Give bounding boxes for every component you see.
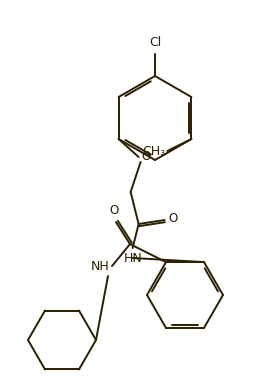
Text: O: O <box>109 204 119 217</box>
Text: O: O <box>142 151 151 163</box>
Text: HN: HN <box>123 252 142 265</box>
Text: NH: NH <box>91 260 110 273</box>
Text: O: O <box>169 212 178 224</box>
Text: Cl: Cl <box>149 36 161 49</box>
Text: CH₃: CH₃ <box>142 145 165 158</box>
